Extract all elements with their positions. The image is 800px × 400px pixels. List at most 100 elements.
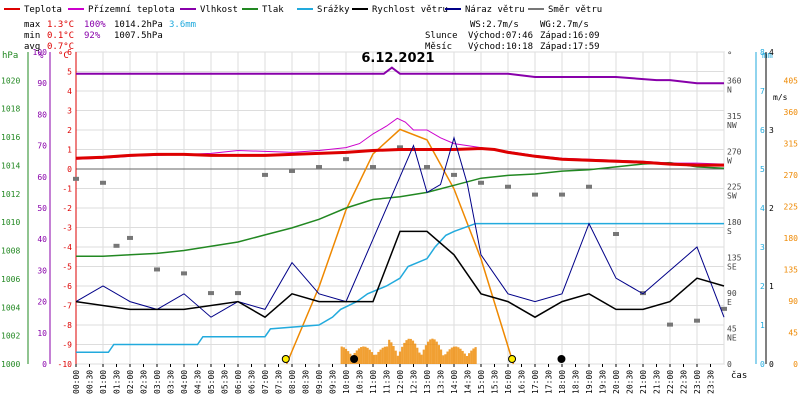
tick-celsius: 0 [67, 165, 72, 174]
moon-label: Měsíc [425, 42, 452, 52]
x-tick-label: 10:30 [356, 370, 365, 394]
stats-block: max 1.3°C 100% 1014.2hPa 3.6mm min 0.1°C… [24, 20, 196, 52]
tick-mm: 4 [760, 204, 765, 213]
tick-direction: 315 [727, 112, 742, 121]
legend-label: Náraz větru [465, 5, 525, 15]
stat-max-press: 1014.2hPa [114, 20, 163, 30]
rain-intensity-bar [370, 352, 374, 364]
tick-cardinal: S [727, 227, 732, 236]
rain-intensity-bar [461, 350, 464, 364]
wind-direction-point [113, 243, 120, 248]
x-tick-label: 06:30 [248, 370, 257, 394]
tick-ms: 0 [769, 360, 774, 369]
stat-avg-temp: 0.7°C [47, 42, 74, 52]
wind-direction-point [208, 291, 214, 296]
tick-direction: 360 [727, 76, 742, 85]
tick-percent: 30 [37, 266, 47, 275]
rain-intensity-bar [362, 346, 365, 364]
rain-intensity-bar [414, 343, 417, 364]
rain-intensity-bar [344, 348, 348, 364]
series-temperature [75, 146, 724, 167]
x-tick-label: 08:30 [302, 370, 311, 394]
tick-percent: 60 [37, 173, 47, 182]
rain-intensity-bar [433, 339, 436, 364]
stat-min-label: min [24, 31, 40, 41]
tick-celsius: -4 [62, 243, 72, 252]
x-tick-label: 11:00 [369, 370, 378, 394]
astro-block: WS:2.7m/s WG:2.7m/s Slunce Východ:07:46 … [425, 20, 600, 52]
rain-intensity-bar [347, 351, 350, 364]
wind-direction-point [73, 176, 79, 181]
tick-cardinal: E [727, 298, 732, 307]
moonrise-marker [350, 355, 359, 363]
axis-label-direction: ° [727, 51, 732, 61]
sunset-marker [508, 355, 517, 363]
x-tick-label: 23:00 [693, 370, 702, 394]
rain-intensity-bar [401, 346, 404, 364]
tick-celsius: 6 [67, 48, 72, 57]
tick-percent: 10 [37, 329, 47, 338]
wind-direction-point [370, 165, 376, 170]
tick-ms: 2 [769, 204, 774, 213]
rain-intensity-bar [463, 353, 466, 364]
moon-set: Západ:17:59 [540, 42, 600, 52]
rain-intensity-bar [388, 339, 391, 364]
sun-rise: Východ:07:46 [468, 31, 533, 41]
x-tick-label: 21:30 [653, 370, 662, 394]
tick-percent: 0 [42, 360, 47, 369]
tick-celsius: -9 [62, 341, 72, 350]
rain-intensity-bar [472, 348, 475, 364]
legend-label: Směr větru [548, 5, 602, 15]
x-tick-label: 00:30 [86, 370, 95, 394]
x-tick-label: 15:00 [477, 370, 486, 394]
rain-intensity-bar [366, 347, 369, 364]
wind-direction-point [478, 180, 484, 185]
x-tick-label: 03:30 [167, 370, 176, 394]
legend-label: Přízemní teplota [88, 5, 175, 15]
tick-mm: 3 [760, 243, 765, 252]
x-tick-label: 12:00 [396, 370, 405, 394]
rain-intensity-bar [411, 340, 415, 364]
tick-direction: 270 [727, 147, 742, 156]
x-tick-label: 02:00 [126, 370, 135, 394]
x-tick-label: 10:00 [342, 370, 351, 394]
tick-celsius: -10 [58, 360, 73, 369]
tick-cardinal: W [727, 156, 732, 165]
tick-celsius: 5 [67, 68, 72, 77]
tick-cardinal: SE [727, 263, 737, 272]
chart-title: 6.12.2021 [361, 51, 434, 66]
wind-ws: WS:2.7m/s [470, 20, 519, 30]
stat-min-temp: 0.1°C [47, 31, 74, 41]
tick-celsius: 2 [67, 126, 72, 135]
tick-wm2: 360 [784, 108, 799, 117]
tick-direction: 45 [727, 325, 737, 334]
rain-intensity-bar [383, 346, 386, 364]
x-tick-label: 13:00 [423, 370, 432, 394]
rain-intensity-bar [420, 354, 423, 364]
legend: Teplota Přízemní teplota Vlhkost Tlak Srážky… [4, 5, 602, 15]
axis-label-celsius: °C [58, 51, 69, 61]
tick-hpa: 1020 [1, 76, 20, 85]
tick-percent: 80 [37, 110, 47, 119]
rain-intensity-bar [444, 354, 447, 364]
tick-direction: 180 [727, 218, 742, 227]
rain-intensity-bar [442, 355, 445, 364]
rain-intensity-bar [459, 348, 462, 364]
rain-intensity-bar [470, 350, 473, 364]
x-tick-label: 22:30 [680, 370, 689, 394]
x-tick-label: 07:00 [261, 370, 270, 394]
tick-mm: 5 [760, 165, 765, 174]
series-gust [75, 135, 725, 318]
wind-direction-point [127, 235, 133, 240]
rain-intensity-bar [403, 342, 406, 364]
wind-direction-point [316, 165, 322, 170]
rain-intensity-bar [446, 351, 449, 364]
tick-direction: 90 [727, 289, 737, 298]
rain-intensity-bar [450, 347, 453, 364]
rain-intensity-bar [439, 349, 443, 364]
x-tick-label: 05:00 [207, 370, 216, 394]
wind-direction-point [559, 192, 565, 197]
rain-intensity-bar [468, 353, 471, 364]
tick-hpa: 1012 [1, 190, 20, 199]
